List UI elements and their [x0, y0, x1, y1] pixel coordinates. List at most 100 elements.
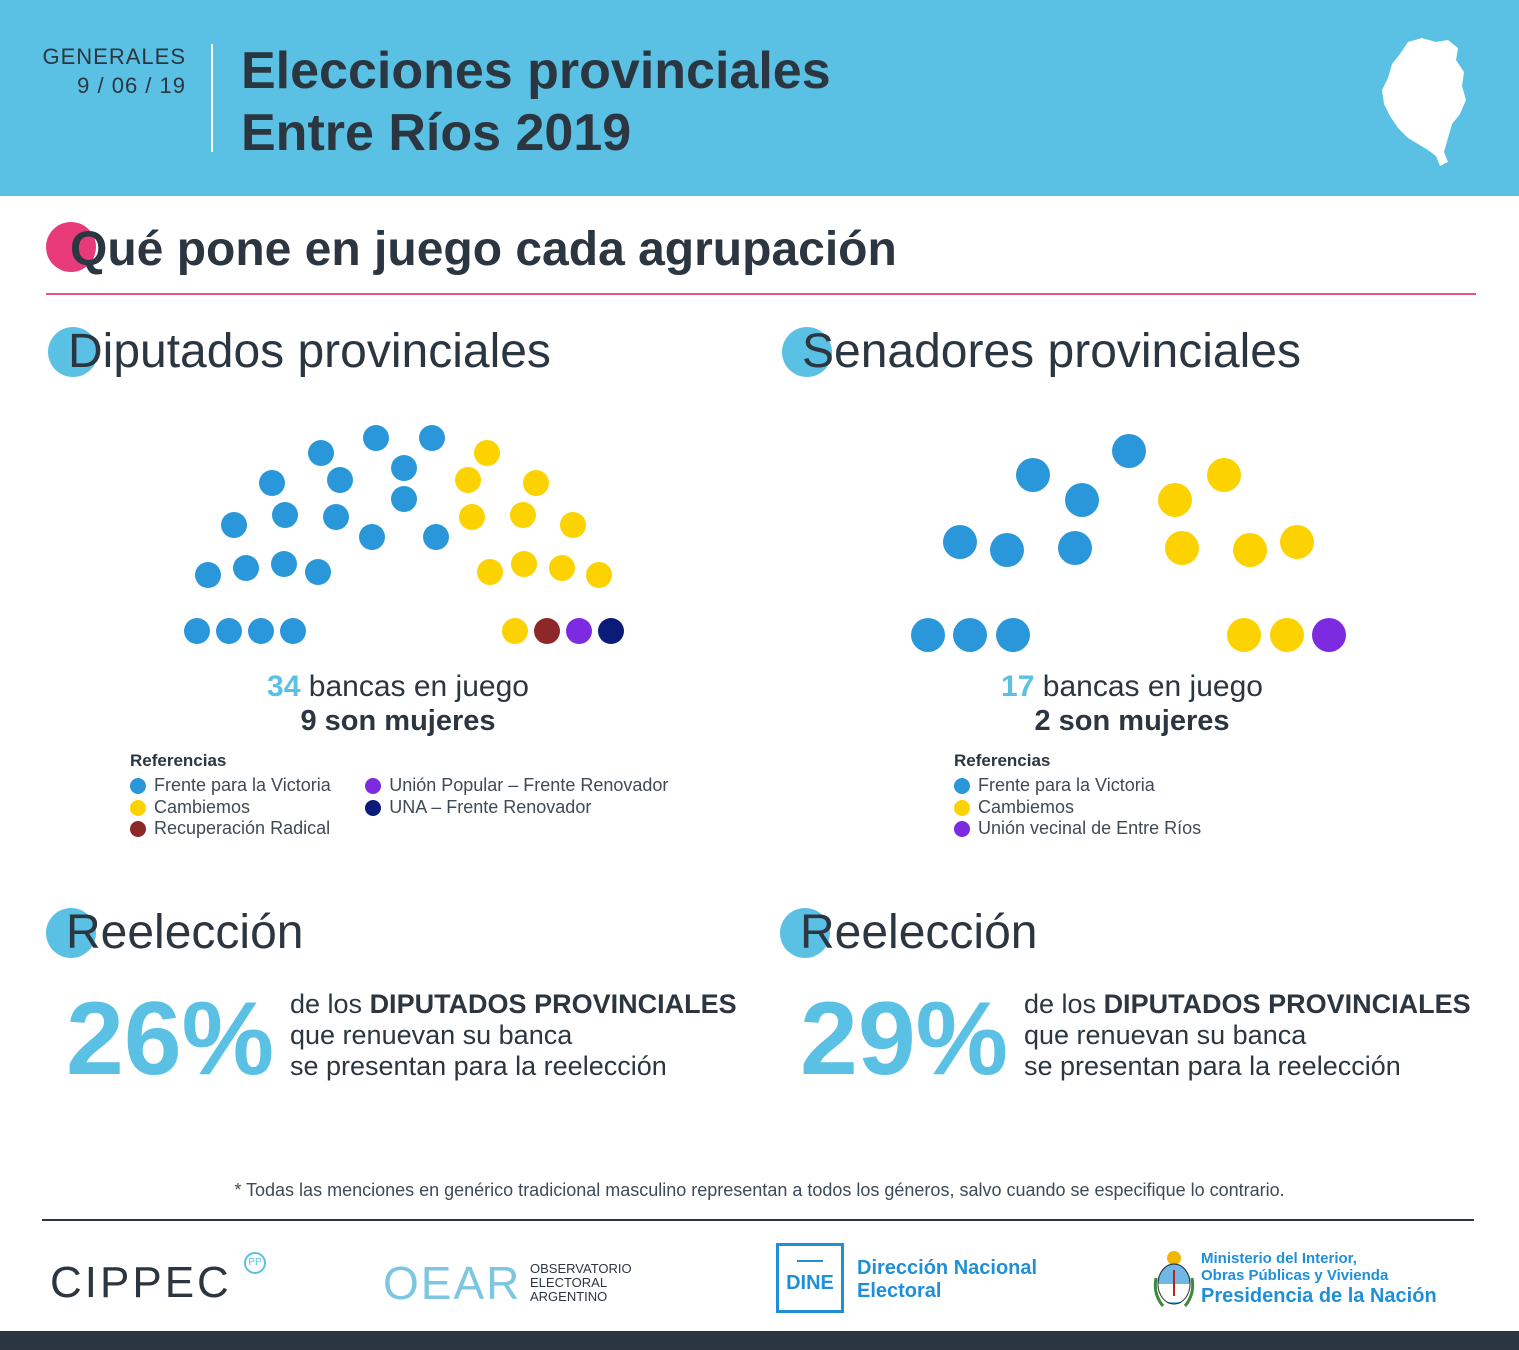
diputados-seat: [359, 524, 385, 550]
page-title-line1: Elecciones provinciales: [241, 42, 831, 100]
legend-label: Cambiemos: [978, 796, 1075, 817]
legend-label: UNA – Frente Renovador: [389, 796, 592, 817]
senadores-title-text: Senadores provinciales: [802, 325, 1301, 378]
reeleccion-right-line3: se presentan para la reelección: [1024, 1051, 1401, 1081]
senadores-seat: [943, 525, 977, 559]
diputados-stat: 34 bancas en juego 9 son mujeres: [148, 670, 648, 738]
section-bullet-icon: [46, 222, 96, 272]
ministerio-line2: Obras Públicas y Vivienda: [1201, 1267, 1389, 1284]
national-emblem-icon: [1153, 1251, 1195, 1307]
diputados-seat: [259, 470, 285, 496]
legend-item: UNA – Frente Renovador: [365, 797, 668, 819]
dine-name-line2: Electoral: [857, 1280, 942, 1302]
legend-swatch: [954, 821, 970, 837]
diputados-seats-total: 34: [267, 670, 301, 703]
senadores-seats-text: bancas en juego: [1042, 670, 1263, 703]
diputados-seat: [455, 467, 481, 493]
legend-swatch: [130, 778, 146, 794]
senadores-seat: [1112, 434, 1146, 468]
diputados-seat: [391, 486, 417, 512]
senadores-legend-title: Referencias: [954, 751, 1051, 770]
diputados-seat: [423, 524, 449, 550]
diputados-seat: [534, 618, 560, 644]
diputados-seat: [598, 618, 624, 644]
senadores-seats-line: 17 bancas en juego: [882, 670, 1382, 704]
legend-label: Unión vecinal de Entre Ríos: [978, 818, 1202, 838]
reeleccion-left-line1-pre: de los: [290, 989, 370, 1019]
reeleccion-right-line1-bold: DIPUTADOS PROVINCIALES: [1103, 989, 1471, 1019]
reeleccion-right-title: Reelección: [780, 903, 1037, 963]
diputados-seat: [419, 425, 445, 451]
senadores-seat: [1058, 531, 1092, 565]
diputados-seat: [195, 562, 221, 588]
reeleccion-right-bullet-icon: [780, 908, 830, 958]
senadores-bullet-icon: [782, 327, 832, 377]
reeleccion-left-line1-bold: DIPUTADOS PROVINCIALES: [369, 989, 737, 1019]
diputados-legend-title: Referencias: [130, 751, 227, 770]
diputados-seat: [308, 440, 334, 466]
diputados-seat: [511, 551, 537, 577]
header-divider: [211, 44, 213, 152]
diputados-legend: Referencias Frente para la Victoria Camb…: [130, 751, 698, 840]
legend-label: Frente para la Victoria: [154, 775, 331, 795]
senadores-stat: 17 bancas en juego 2 son mujeres: [882, 670, 1382, 738]
cippec-logo-mark: PP: [244, 1252, 266, 1274]
senadores-women: 2 son mujeres: [1034, 705, 1230, 737]
diputados-bullet-icon: [48, 327, 98, 377]
election-type: GENERALES: [42, 44, 186, 69]
diputados-seat: [305, 559, 331, 585]
legend-swatch: [954, 778, 970, 794]
legend-swatch: [130, 799, 146, 816]
diputados-women: 9 son mujeres: [300, 705, 496, 737]
diputados-seats-text: bancas en juego: [308, 670, 529, 703]
senadores-seat: [1280, 525, 1314, 559]
senadores-seat: [1233, 533, 1267, 567]
senadores-seat: [1270, 618, 1304, 652]
senadores-seat: [1165, 531, 1199, 565]
reeleccion-left-line2: que renuevan su banca: [290, 1020, 573, 1050]
reeleccion-left-title-text: Reelección: [66, 906, 304, 959]
ministerio-line1: Ministerio del Interior,: [1201, 1250, 1357, 1267]
legend-swatch: [365, 799, 382, 816]
legend-item: Frente para la Victoria: [130, 775, 331, 797]
legend-swatch: [954, 799, 970, 816]
oear-logo-subtext: OBSERVATORIO ELECTORAL ARGENTINO: [530, 1262, 670, 1304]
diputados-seat: [221, 512, 247, 538]
legend-label: Cambiemos: [154, 796, 251, 817]
dine-logo-text: DINE: [786, 1272, 834, 1294]
senadores-seat: [911, 618, 945, 652]
diputados-seat: [363, 425, 389, 451]
diputados-seat: [323, 504, 349, 530]
senadores-seat: [1207, 458, 1241, 492]
reeleccion-left-bullet-icon: [46, 908, 96, 958]
diputados-seat: [248, 618, 274, 644]
oear-subtext-line: ELECTORAL: [530, 1275, 608, 1290]
diputados-seat: [327, 467, 353, 493]
senadores-seat: [1312, 618, 1346, 652]
reeleccion-left-percent: 26%: [66, 981, 275, 1097]
legend-swatch: [130, 821, 146, 837]
legend-item: Recuperación Radical: [130, 818, 331, 840]
diputados-title-text: Diputados provinciales: [68, 325, 551, 378]
senadores-seat: [953, 618, 987, 652]
oear-subtext-line: ARGENTINO: [530, 1289, 608, 1304]
header-banner: GENERALES 9 / 06 / 19 Elecciones provinc…: [0, 0, 1519, 196]
legend-item: Cambiemos: [130, 797, 331, 819]
oear-subtext-line: OBSERVATORIO: [530, 1261, 632, 1276]
dine-name-line1: Dirección Nacional: [857, 1257, 1038, 1279]
footer-divider: [42, 1219, 1474, 1221]
cippec-logo-text: CIPPEC: [50, 1258, 232, 1307]
ministerio-line3: Presidencia de la Nación: [1201, 1285, 1437, 1307]
diputados-seat: [391, 455, 417, 481]
diputados-title: Diputados provinciales: [48, 322, 551, 382]
diputados-seat: [502, 618, 528, 644]
reeleccion-right-text: de los DIPUTADOS PROVINCIALES que renuev…: [1024, 989, 1471, 1082]
senadores-seat: [996, 618, 1030, 652]
diputados-seat: [566, 618, 592, 644]
legend-item: Unión Popular – Frente Renovador: [365, 775, 668, 797]
senadores-seat: [1016, 458, 1050, 492]
senadores-seat: [1065, 483, 1099, 517]
cippec-logo: CIPPEC PP: [50, 1252, 266, 1308]
election-date: 9 / 06 / 19: [77, 73, 186, 98]
legend-label: Unión Popular – Frente Renovador: [389, 775, 669, 795]
